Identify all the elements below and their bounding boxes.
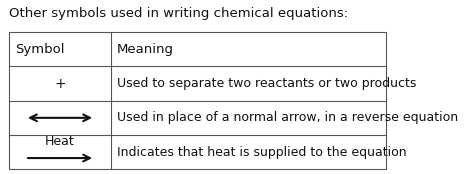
- Text: Meaning: Meaning: [117, 43, 173, 56]
- FancyBboxPatch shape: [9, 32, 386, 169]
- Text: Symbol: Symbol: [15, 43, 64, 56]
- Text: Used in place of a normal arrow, in a reverse equation: Used in place of a normal arrow, in a re…: [117, 111, 458, 124]
- Text: +: +: [54, 77, 66, 91]
- Text: Heat: Heat: [45, 135, 75, 148]
- Text: Other symbols used in writing chemical equations:: Other symbols used in writing chemical e…: [9, 7, 348, 19]
- Text: Indicates that heat is supplied to the equation: Indicates that heat is supplied to the e…: [117, 146, 406, 159]
- Text: Used to separate two reactants or two products: Used to separate two reactants or two pr…: [117, 77, 416, 90]
